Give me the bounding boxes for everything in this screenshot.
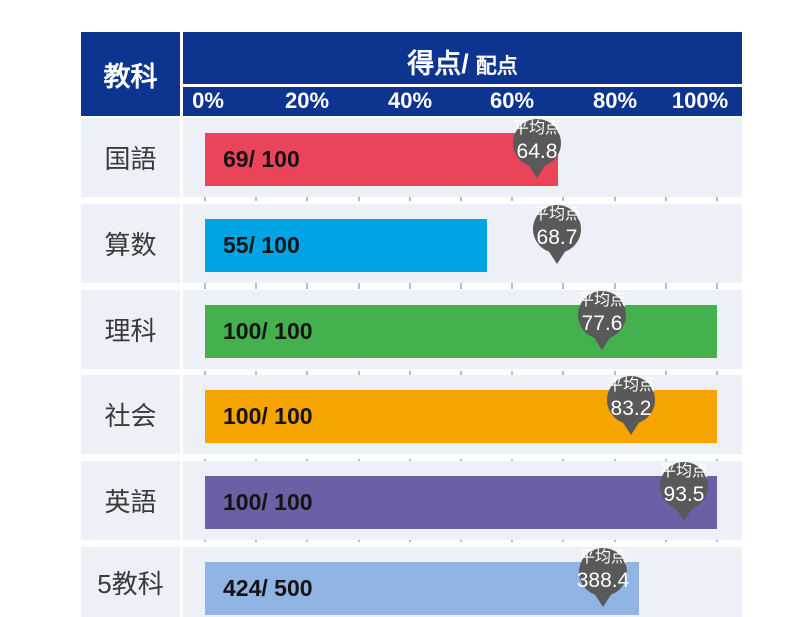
axis-tick-40: 40% xyxy=(387,88,433,113)
score-value: 69/ 100 xyxy=(223,146,300,172)
score-value: 100/ 100 xyxy=(223,403,313,429)
score-header-sub: 配点 xyxy=(475,55,518,78)
axis-tick-20: 20% xyxy=(284,88,330,113)
axis-tick-100: 100% xyxy=(671,88,729,113)
score-bar: 424/ 500 xyxy=(205,562,639,615)
axis-tick-row: 0% 20% 40% 60% 80% 100% xyxy=(183,87,742,116)
score-value: 424/ 500 xyxy=(223,575,313,601)
score-header: 得点/ 配点 xyxy=(183,32,742,84)
score-bar: 55/ 100 xyxy=(205,219,487,272)
subject-label: 算数 xyxy=(81,204,180,283)
subject-label: 英語 xyxy=(81,461,180,540)
subject-column-header: 教科 xyxy=(81,32,180,116)
subject-label: 国語 xyxy=(81,118,180,197)
score-bar: 69/ 100 xyxy=(205,133,558,186)
score-header-main: 得点/ xyxy=(407,49,469,79)
score-value: 100/ 100 xyxy=(223,489,313,515)
subject-label: 理科 xyxy=(81,290,180,369)
score-value: 100/ 100 xyxy=(223,318,313,344)
axis-tick-0: 0% xyxy=(192,88,224,113)
score-bar: 100/ 100 xyxy=(205,390,717,443)
axis-tick-80: 80% xyxy=(592,88,638,113)
score-bar: 100/ 100 xyxy=(205,476,717,529)
axis-tick-60: 60% xyxy=(489,88,535,113)
score-value: 55/ 100 xyxy=(223,232,300,258)
subject-label: 5教科 xyxy=(81,547,180,617)
score-bar: 100/ 100 xyxy=(205,305,717,358)
subject-label: 社会 xyxy=(81,375,180,454)
